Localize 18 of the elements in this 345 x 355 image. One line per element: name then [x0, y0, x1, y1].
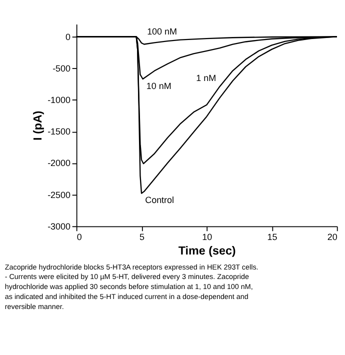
series-label: 1 nM — [196, 73, 216, 84]
y-axis-title: I (pA) — [31, 110, 44, 140]
y-tick-label: -500 — [52, 63, 71, 74]
series-label: Control — [145, 195, 174, 206]
x-tick-label: 10 — [202, 232, 212, 242]
x-tick-label: 20 — [327, 232, 338, 242]
y-tick-label: -2500 — [48, 190, 71, 200]
y-tick-label: -2000 — [48, 158, 71, 168]
x-tick-label: 5 — [139, 232, 144, 242]
x-tick-label: 0 — [76, 232, 82, 242]
y-tick-label: -1000 — [48, 94, 71, 105]
y-tick-label: 0 — [66, 32, 71, 42]
x-tick-label: 15 — [267, 232, 278, 242]
series-label: 10 nM — [146, 80, 172, 91]
y-tick-label: -3000 — [48, 221, 71, 232]
series-label: 100 nM — [147, 26, 177, 36]
x-axis-title: Time (sec) — [178, 244, 236, 258]
y-tick-label: -1500 — [48, 126, 71, 137]
